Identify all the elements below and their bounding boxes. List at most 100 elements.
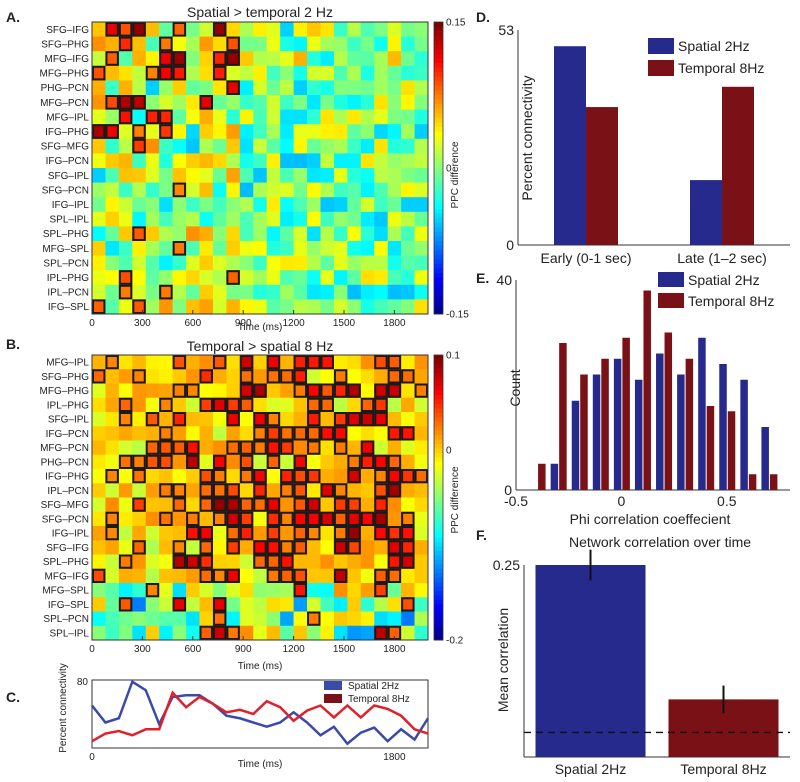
colorbar-segment [434, 26, 443, 32]
heatmap-cell [159, 397, 173, 413]
heatmap-row-label: MFG–SPL [42, 244, 89, 255]
heatmap-cell [172, 383, 187, 399]
colorbar-segment [434, 546, 443, 552]
significant-cell-border [293, 369, 308, 384]
heatmap-cell [118, 197, 133, 213]
significant-cell-border [320, 397, 334, 412]
heatmap-cell [333, 454, 348, 470]
heatmap-cell [360, 540, 375, 555]
significant-cell-border [186, 454, 200, 469]
heatmap-cell [199, 95, 214, 110]
heatmap-cell [199, 440, 214, 456]
heatmap-cell [239, 284, 254, 300]
heatmap-row-label: SFG–PCN [42, 185, 89, 196]
heatmap-cell [293, 611, 308, 627]
heatmap-cell [239, 568, 254, 584]
heatmap-cell [212, 412, 227, 427]
heatmap-cell [199, 426, 214, 441]
significant-cell-border [226, 397, 240, 412]
heatmap-cell [105, 497, 120, 513]
heatmap-cell [172, 197, 187, 213]
bar-spatial [554, 46, 586, 246]
heatmap-cell [280, 511, 294, 527]
heatmap-cell [414, 355, 429, 370]
heatmap-cell [172, 182, 187, 198]
heatmap-cell [414, 383, 429, 399]
x-category-label: Spatial 2Hz [555, 761, 627, 777]
significant-cell-border [199, 469, 213, 484]
heatmap-cell [92, 299, 106, 315]
heatmap-cell [333, 270, 348, 286]
heatmap-cell [186, 284, 200, 300]
heatmap-cell [226, 284, 241, 300]
colorbar-segment [434, 542, 443, 547]
heatmap-cell [414, 138, 429, 154]
colorbar-segment [434, 386, 443, 392]
heatmap-cell [253, 153, 268, 169]
heatmap-cell [333, 440, 348, 456]
heatmap-cell [239, 255, 254, 271]
heatmap-cell [199, 182, 214, 198]
heatmap-cell [293, 65, 308, 81]
heatmap-cell [414, 65, 429, 81]
heatmap-cell [293, 383, 308, 399]
significant-cell-border [293, 511, 308, 526]
heatmap-cell [199, 255, 214, 271]
significant-cell-border [145, 583, 160, 598]
x-tick-label: 0 [89, 644, 95, 655]
heatmap-cell [132, 95, 147, 110]
significant-cell-border [172, 182, 187, 198]
heatmap-cell [266, 483, 281, 498]
heatmap-cell [199, 65, 214, 81]
heatmap-cell [280, 454, 294, 470]
heatmap-cell [307, 22, 321, 37]
heatmap-row-label: MFG–SPL [42, 586, 89, 597]
heatmap-cell [239, 526, 254, 541]
heatmap-cell [105, 469, 120, 484]
heatmap-cell [132, 383, 147, 399]
heatmap-cell [212, 138, 227, 154]
heatmap-cell [293, 51, 308, 67]
colorbar-segment [434, 300, 443, 306]
significant-cell-border [307, 511, 321, 526]
heatmap-cell [186, 138, 200, 154]
heatmap-cell [199, 497, 214, 513]
heatmap-cell [105, 412, 120, 427]
significant-cell-border [172, 554, 187, 569]
heatmap-cell [226, 554, 241, 570]
heatmap-cell [320, 270, 335, 286]
heatmap-cell [239, 554, 254, 570]
significant-cell-border [199, 526, 213, 541]
heatmap-cell [239, 483, 254, 498]
colorbar-segment [434, 466, 443, 472]
heatmap-cell [118, 168, 133, 183]
heatmap-cell [239, 197, 254, 213]
heatmap-cell [145, 583, 160, 598]
colorbar-segment [434, 355, 443, 360]
heatmap-cell [253, 511, 268, 527]
significant-cell-border [92, 299, 106, 314]
colorbar-segment [434, 72, 443, 78]
significant-cell-border [186, 554, 200, 569]
heatmap-cell [118, 583, 133, 598]
heatmap-cell [253, 197, 268, 213]
heatmap-cell [333, 22, 348, 37]
heatmap-cell [105, 182, 120, 198]
colorbar-segment [434, 154, 443, 160]
heatmap-cell [401, 36, 415, 52]
heatmap-cell [239, 95, 254, 110]
significant-cell-border [145, 109, 160, 125]
heatmap-cell [374, 22, 388, 37]
heatmap-cell [374, 65, 388, 81]
heatmap-cell [307, 355, 321, 370]
heatmap-cell [266, 299, 281, 315]
significant-cell-border [347, 412, 361, 427]
significant-cell-border [118, 22, 133, 37]
heatmap-cell [333, 355, 348, 370]
significant-cell-border [387, 355, 402, 370]
heatmap-cell [293, 469, 308, 484]
heatmap-cell [145, 625, 160, 641]
significant-cell-border [333, 497, 348, 512]
heatmap-cell [414, 80, 429, 96]
